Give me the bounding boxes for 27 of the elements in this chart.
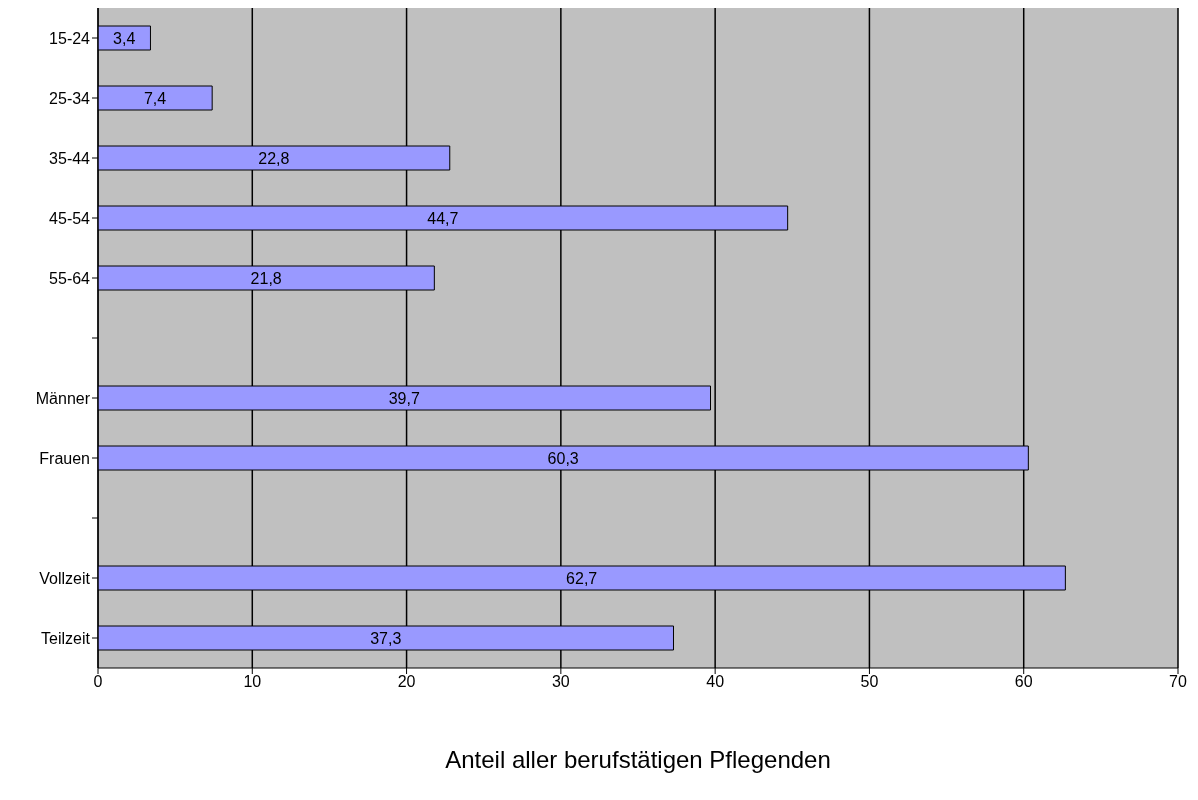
y-tick-label: Teilzeit — [41, 629, 91, 647]
data-label: 44,7 — [427, 209, 459, 227]
y-tick-label: 55-64 — [49, 269, 91, 287]
x-tick-label: 50 — [860, 673, 879, 691]
x-tick-label: 70 — [1169, 673, 1187, 691]
y-tick-label: Vollzeit — [39, 569, 91, 587]
data-label: 62,7 — [566, 569, 598, 587]
y-tick-label: 45-54 — [49, 209, 91, 227]
x-tick-label: 0 — [93, 673, 103, 691]
y-tick-label: Frauen — [39, 449, 90, 467]
x-tick-label: 10 — [243, 673, 262, 691]
data-label: 7,4 — [143, 89, 167, 107]
data-label: 21,8 — [250, 269, 282, 287]
x-tick-label: 30 — [551, 673, 570, 691]
y-tick-label: Männer — [35, 389, 91, 407]
data-label: 3,4 — [113, 29, 136, 47]
data-label: 60,3 — [547, 449, 579, 467]
y-tick-label: 15-24 — [49, 29, 91, 47]
y-tick-label: 35-44 — [49, 149, 91, 167]
data-label: 37,3 — [370, 629, 402, 647]
x-tick-label: 40 — [706, 673, 725, 691]
x-tick-label: 60 — [1014, 673, 1033, 691]
x-tick-label: 20 — [397, 673, 416, 691]
x-axis-title: Anteil aller berufstätigen Pflegenden — [445, 746, 831, 773]
data-label: 39,7 — [388, 389, 420, 407]
data-label: 22,8 — [258, 149, 290, 167]
y-tick-label: 25-34 — [49, 89, 91, 107]
